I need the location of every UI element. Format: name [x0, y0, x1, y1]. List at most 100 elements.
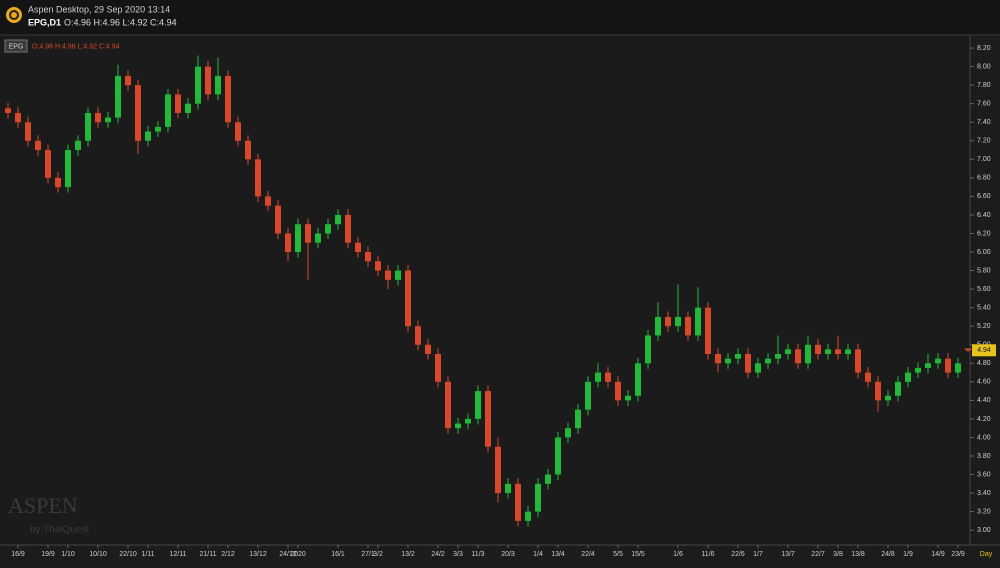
- candle-body: [825, 349, 831, 355]
- candle-body: [815, 344, 821, 355]
- x-tick-label: 24/8: [881, 551, 895, 558]
- y-tick-label: 7.00: [977, 156, 991, 163]
- last-price-badge: [972, 344, 996, 357]
- y-tick-label: 6.00: [977, 249, 991, 256]
- candle-body: [525, 511, 531, 521]
- x-tick-label: 21/11: [200, 551, 217, 558]
- watermark: ASPEN: [8, 493, 78, 518]
- last-price-label: 4.94: [977, 347, 991, 354]
- candle-body: [475, 391, 481, 419]
- symbol-line: EPG,D1: [28, 17, 61, 27]
- x-tick-label: 1/10: [61, 551, 75, 558]
- candle-body: [745, 354, 751, 373]
- candle-body: [605, 372, 611, 382]
- x-tick-label: 1/6: [673, 551, 683, 558]
- candle-body: [495, 446, 501, 494]
- candle-body: [375, 261, 381, 271]
- candle-body: [695, 307, 701, 336]
- candle-body: [155, 126, 161, 132]
- x-tick-label: 11/6: [701, 551, 714, 558]
- candle-body: [5, 108, 11, 113]
- y-tick-label: 4.40: [977, 397, 991, 404]
- ohlc-line: O:4.96 H:4.96 L:4.92 C:4.94: [64, 17, 177, 27]
- candle-body: [245, 140, 251, 160]
- candle-body: [795, 349, 801, 364]
- app-icon: [6, 7, 22, 23]
- candle-body: [205, 66, 211, 95]
- candle-body: [615, 381, 621, 401]
- y-tick-label: 7.20: [977, 138, 991, 145]
- x-tick-label: 13/7: [781, 551, 795, 558]
- candle-body: [125, 75, 131, 86]
- x-tick-label: 22/6: [731, 551, 745, 558]
- candle-body: [145, 131, 151, 141]
- y-tick-label: 3.80: [977, 453, 991, 460]
- candle-body: [265, 196, 271, 206]
- x-tick-label: 16/1: [331, 551, 345, 558]
- candle-body: [435, 354, 441, 382]
- candle-body: [185, 103, 191, 113]
- candle-body: [535, 483, 541, 512]
- x-tick-label: 13/4: [551, 551, 565, 558]
- candle-body: [885, 395, 891, 401]
- y-tick-label: 3.00: [977, 527, 991, 534]
- candle-body: [465, 418, 471, 424]
- candle-body: [305, 224, 311, 243]
- candle-body: [735, 354, 741, 359]
- x-tick-label: 22/4: [581, 551, 595, 558]
- candle-body: [765, 358, 771, 364]
- x-tick-label: 1/7: [753, 551, 763, 558]
- candle-body: [575, 409, 581, 429]
- x-tick-label: 2/12: [221, 551, 235, 558]
- candle-body: [175, 94, 181, 113]
- candle-body: [385, 270, 391, 280]
- candle-body: [955, 363, 961, 373]
- x-tick-label: 22/10: [119, 551, 137, 558]
- candle-body: [925, 363, 931, 368]
- candle-body: [335, 214, 341, 225]
- window-title: Aspen Desktop, 29 Sep 2020 13:14: [28, 4, 170, 14]
- candle-body: [75, 140, 81, 151]
- candle-body: [275, 205, 281, 234]
- candle-body: [285, 233, 291, 253]
- y-tick-label: 7.60: [977, 101, 991, 108]
- y-tick-label: 5.60: [977, 286, 991, 293]
- title-bar: [0, 0, 1000, 34]
- x-tick-label: 3/3: [453, 551, 463, 558]
- y-tick-label: 4.60: [977, 379, 991, 386]
- candle-body: [625, 395, 631, 401]
- candle-body: [875, 381, 881, 401]
- x-unit: Day: [980, 551, 993, 558]
- y-tick-label: 3.40: [977, 490, 991, 497]
- ohlc-label: O:4.96 H:4.96 L:4.92 C:4.94: [32, 43, 120, 50]
- candle-body: [705, 307, 711, 355]
- candle-body: [425, 344, 431, 355]
- candle-body: [25, 122, 31, 141]
- x-tick-label: 20/3: [501, 551, 515, 558]
- y-tick-label: 4.00: [977, 434, 991, 441]
- candle-body: [35, 140, 41, 151]
- candle-body: [855, 349, 861, 373]
- y-tick-label: 6.20: [977, 230, 991, 237]
- x-tick-label: 13/12: [249, 551, 267, 558]
- x-tick-label: 13/2: [401, 551, 415, 558]
- x-tick-label: 23/9: [951, 551, 965, 558]
- y-tick-label: 5.40: [977, 304, 991, 311]
- candle-body: [515, 483, 521, 521]
- x-tick-label: 22/7: [811, 551, 825, 558]
- candle-body: [775, 354, 781, 359]
- candle-body: [905, 372, 911, 382]
- candle-body: [365, 252, 371, 262]
- candle-body: [395, 270, 401, 280]
- x-tick-label: 12/11: [170, 551, 187, 558]
- x-tick-label: 16/9: [11, 551, 25, 558]
- x-tick-label: 10/10: [89, 551, 107, 558]
- candle-body: [505, 483, 511, 494]
- candle-body: [165, 94, 171, 127]
- candle-body: [345, 214, 351, 243]
- x-tick-label: 2020: [290, 551, 306, 558]
- candle-body: [655, 316, 661, 336]
- candle-body: [865, 372, 871, 382]
- candle-body: [315, 233, 321, 243]
- x-tick-label: 3/2: [373, 551, 383, 558]
